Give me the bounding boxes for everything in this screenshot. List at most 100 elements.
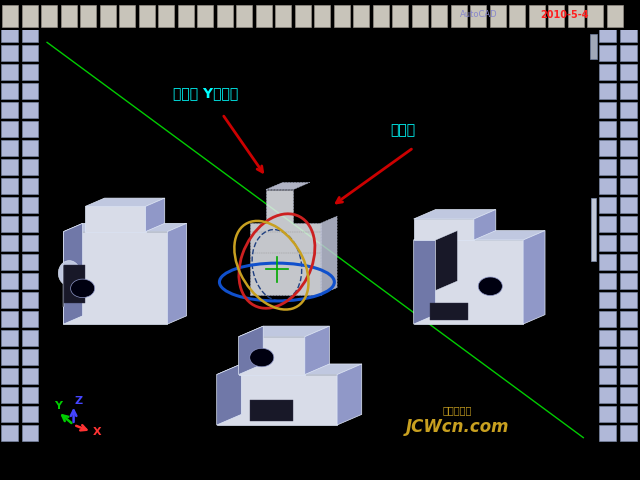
Bar	[620, 140, 637, 156]
Bar	[600, 273, 616, 289]
Polygon shape	[413, 230, 436, 324]
Bar	[1, 292, 18, 308]
Bar	[620, 216, 637, 232]
Bar	[431, 5, 447, 27]
Bar	[1, 26, 18, 42]
Bar	[216, 5, 232, 27]
Bar	[591, 198, 596, 261]
Polygon shape	[250, 190, 321, 295]
Polygon shape	[168, 223, 187, 324]
Polygon shape	[145, 198, 164, 231]
Polygon shape	[250, 400, 293, 421]
Polygon shape	[337, 364, 362, 425]
Text: 旋转轴: 旋转轴	[390, 124, 415, 138]
Polygon shape	[239, 326, 263, 374]
Bar	[22, 45, 38, 61]
Polygon shape	[305, 326, 330, 374]
Bar	[1, 197, 18, 213]
Bar	[22, 311, 38, 327]
Bar	[620, 273, 637, 289]
Polygon shape	[436, 230, 458, 290]
Bar	[620, 45, 637, 61]
Bar	[620, 26, 637, 42]
Bar	[80, 5, 96, 27]
Text: X: X	[93, 427, 101, 437]
Bar	[529, 5, 545, 27]
Bar	[138, 5, 154, 27]
Bar	[22, 178, 38, 194]
Bar	[392, 5, 408, 27]
Text: JCWcn.com: JCWcn.com	[406, 418, 509, 436]
Bar	[353, 5, 369, 27]
Text: Y: Y	[54, 401, 63, 411]
Bar	[490, 5, 506, 27]
Bar	[99, 5, 115, 27]
Polygon shape	[474, 210, 496, 240]
Bar	[177, 5, 193, 27]
Ellipse shape	[58, 261, 80, 286]
Bar	[158, 5, 174, 27]
Bar	[600, 311, 616, 327]
Bar	[1, 140, 18, 156]
Bar	[600, 197, 616, 213]
Bar	[1, 121, 18, 137]
Bar	[600, 45, 616, 61]
Text: Z: Z	[75, 396, 83, 406]
Bar	[600, 83, 616, 99]
Polygon shape	[413, 210, 496, 219]
Bar	[197, 5, 213, 27]
Polygon shape	[413, 230, 545, 240]
Polygon shape	[266, 182, 310, 190]
Bar	[1, 235, 18, 251]
Bar	[1, 83, 18, 99]
Bar	[620, 292, 637, 308]
Bar	[294, 5, 310, 27]
Bar	[600, 254, 616, 270]
Bar	[600, 121, 616, 137]
Bar	[620, 330, 637, 346]
Bar	[1, 311, 18, 327]
Bar	[600, 349, 616, 365]
Bar	[600, 235, 616, 251]
Polygon shape	[239, 336, 305, 374]
Bar	[119, 5, 135, 27]
Bar	[255, 5, 271, 27]
Bar	[275, 5, 291, 27]
Polygon shape	[85, 198, 164, 206]
Bar	[600, 216, 616, 232]
Bar	[600, 330, 616, 346]
Bar	[22, 64, 38, 80]
Bar	[22, 406, 38, 422]
Bar	[22, 254, 38, 270]
Text: 中国教视网: 中国教视网	[443, 405, 472, 415]
Bar	[61, 5, 77, 27]
Bar	[548, 5, 564, 27]
Bar	[509, 5, 525, 27]
Polygon shape	[413, 240, 523, 324]
Bar	[600, 159, 616, 175]
Bar	[620, 311, 637, 327]
Polygon shape	[217, 364, 362, 374]
Bar	[620, 121, 637, 137]
Circle shape	[250, 348, 274, 367]
Bar	[22, 140, 38, 156]
Bar	[1, 254, 18, 270]
Bar	[22, 5, 38, 27]
Bar	[600, 140, 616, 156]
Bar	[470, 5, 486, 27]
Bar	[607, 5, 623, 27]
Bar	[22, 292, 38, 308]
Bar	[412, 5, 428, 27]
Bar	[590, 34, 598, 59]
Bar	[22, 425, 38, 441]
Bar	[1, 330, 18, 346]
Polygon shape	[63, 265, 64, 307]
Bar	[600, 26, 616, 42]
Bar	[600, 178, 616, 194]
Polygon shape	[217, 364, 241, 425]
Bar	[22, 121, 38, 137]
Bar	[1, 216, 18, 232]
Bar	[1, 349, 18, 365]
Bar	[22, 102, 38, 118]
Bar	[620, 349, 637, 365]
